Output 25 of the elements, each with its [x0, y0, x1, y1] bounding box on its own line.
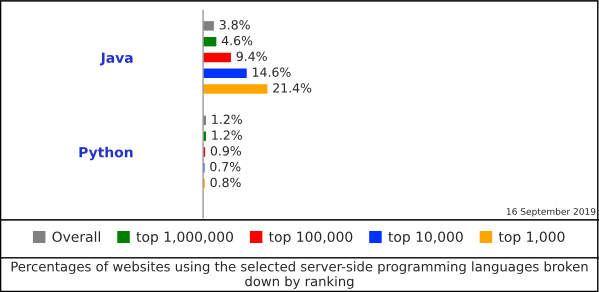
- legend-label: top 1,000,000: [136, 232, 233, 245]
- bar: [203, 36, 218, 48]
- bar: [203, 67, 248, 80]
- data-label: 0.7%: [210, 162, 240, 172]
- legend-label: top 100,000: [268, 232, 352, 245]
- legend-label: top 10,000: [388, 232, 463, 245]
- legend-label: top 1,000: [498, 232, 564, 245]
- bar: [203, 130, 208, 142]
- data-label: 4.6%: [222, 36, 252, 46]
- y-tick-label: Java: [100, 52, 133, 66]
- data-label: 1.2%: [212, 114, 242, 124]
- data-label: 3.8%: [220, 20, 250, 30]
- bar: [203, 162, 206, 174]
- data-label: 0.9%: [210, 146, 242, 156]
- text: Percentages of websites using the selected server-side programming languages broken down by ranking: [12, 261, 588, 289]
- legend-label: Overall: [52, 231, 100, 242]
- data-label: 0.8%: [210, 178, 241, 188]
- bar: [203, 51, 232, 64]
- data-label: 9.4%: [236, 52, 267, 62]
- data-label: 14.6%: [252, 67, 291, 77]
- text: 16 September 2019: [506, 208, 596, 217]
- data-label: 1.2%: [212, 130, 242, 140]
- data-label: 21.4%: [273, 83, 312, 93]
- bar: [203, 82, 269, 96]
- y-tick-label: Python: [79, 146, 133, 160]
